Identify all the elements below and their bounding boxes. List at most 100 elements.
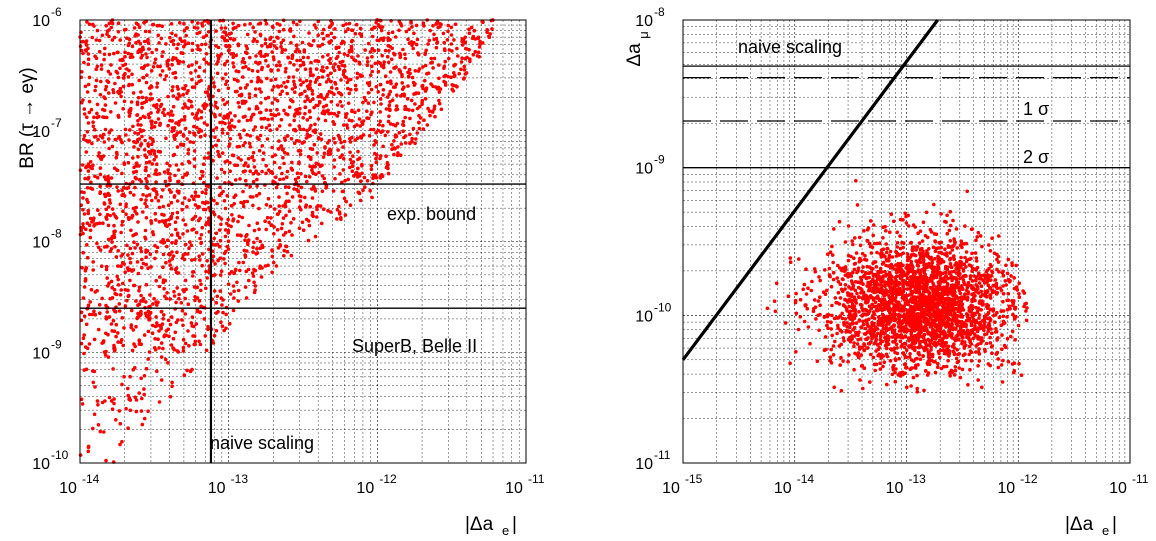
scatter-point xyxy=(310,88,315,93)
scatter-point xyxy=(798,297,803,302)
scatter-point xyxy=(287,229,292,234)
scatter-point xyxy=(383,133,388,138)
scatter-point xyxy=(84,322,89,327)
scatter-point xyxy=(236,156,241,160)
scatter-point xyxy=(264,108,269,112)
scatter-point xyxy=(108,201,112,205)
scatter-point xyxy=(112,401,116,406)
scatter-point xyxy=(86,177,90,181)
scatter-point xyxy=(859,258,863,263)
scatter-point xyxy=(260,67,264,72)
scatter-point xyxy=(353,138,358,142)
scatter-point xyxy=(128,190,133,195)
scatter-point xyxy=(156,337,160,342)
scatter-point xyxy=(264,52,269,57)
scatter-point xyxy=(164,296,169,301)
scatter-point xyxy=(296,183,301,188)
scatter-point xyxy=(954,334,958,339)
scatter-point xyxy=(295,58,299,63)
scatter-point xyxy=(846,275,850,279)
scatter-point xyxy=(153,256,157,261)
scatter-point xyxy=(221,76,225,81)
scatter-point xyxy=(177,191,181,195)
scatter-point xyxy=(295,43,299,47)
scatter-point xyxy=(357,62,362,66)
scatter-point xyxy=(101,339,106,343)
scatter-point xyxy=(192,25,197,30)
scatter-point xyxy=(974,287,979,291)
scatter-point xyxy=(144,165,148,170)
scatter-point xyxy=(833,339,837,344)
scatter-point xyxy=(908,352,912,356)
scatter-point xyxy=(241,75,245,79)
scatter-point xyxy=(79,48,84,53)
scatter-point xyxy=(84,150,89,154)
scatter-point xyxy=(802,319,807,324)
scatter-point xyxy=(95,28,100,33)
scatter-point xyxy=(369,87,374,92)
scatter-point xyxy=(133,185,137,190)
scatter-point xyxy=(869,270,873,274)
scatter-point xyxy=(143,29,148,34)
scatter-point xyxy=(922,263,926,267)
scatter-point xyxy=(139,376,143,381)
scatter-point xyxy=(913,225,917,229)
scatter-point xyxy=(336,148,340,152)
scatter-point xyxy=(853,261,858,266)
scatter-point xyxy=(183,196,187,200)
scatter-point xyxy=(942,317,946,322)
scatter-point xyxy=(307,31,311,35)
scatter-point xyxy=(218,289,223,293)
scatter-point xyxy=(339,217,343,222)
scatter-point xyxy=(321,55,325,59)
scatter-point xyxy=(126,426,130,431)
scatter-point xyxy=(120,382,124,387)
scatter-point xyxy=(144,300,148,304)
scatter-point xyxy=(946,291,951,296)
scatter-point xyxy=(439,107,444,112)
scatter-point xyxy=(279,144,284,148)
scatter-point xyxy=(81,51,85,56)
scatter-point xyxy=(133,344,137,349)
scatter-point xyxy=(234,53,238,58)
scatter-point xyxy=(183,222,188,227)
scatter-point xyxy=(193,190,198,194)
scatter-point xyxy=(381,88,386,92)
scatter-point xyxy=(485,30,489,34)
scatter-point xyxy=(281,216,286,220)
scatter-point xyxy=(277,209,282,214)
scatter-point xyxy=(333,27,337,31)
scatter-point xyxy=(225,59,229,63)
scatter-point xyxy=(894,342,899,347)
scatter-point xyxy=(142,416,147,421)
scatter-point xyxy=(175,286,179,290)
scatter-point xyxy=(231,308,236,313)
scatter-point xyxy=(308,99,313,103)
scatter-point xyxy=(217,215,221,219)
scatter-point xyxy=(271,179,275,184)
scatter-point xyxy=(78,44,83,49)
scatter-point xyxy=(301,55,306,60)
scatter-point xyxy=(463,35,468,40)
scatter-point xyxy=(884,242,888,246)
scatter-point xyxy=(161,110,165,115)
scatter-point xyxy=(133,232,137,237)
scatter-point xyxy=(219,26,224,30)
scatter-point xyxy=(884,250,889,255)
scatter-point xyxy=(159,341,164,345)
scatter-point xyxy=(223,206,228,211)
scatter-point xyxy=(86,121,91,125)
scatter-point xyxy=(107,34,111,39)
scatter-point xyxy=(353,110,357,115)
scatter-point xyxy=(190,324,194,328)
scatter-point xyxy=(438,87,443,91)
scatter-point xyxy=(259,117,264,121)
scatter-point xyxy=(258,32,263,37)
scatter-point xyxy=(301,80,306,85)
scatter-point xyxy=(96,423,101,427)
scatter-point xyxy=(241,260,246,265)
scatter-point xyxy=(124,212,128,216)
scatter-point xyxy=(236,219,240,224)
scatter-point xyxy=(102,95,106,99)
scatter-point xyxy=(847,304,851,309)
